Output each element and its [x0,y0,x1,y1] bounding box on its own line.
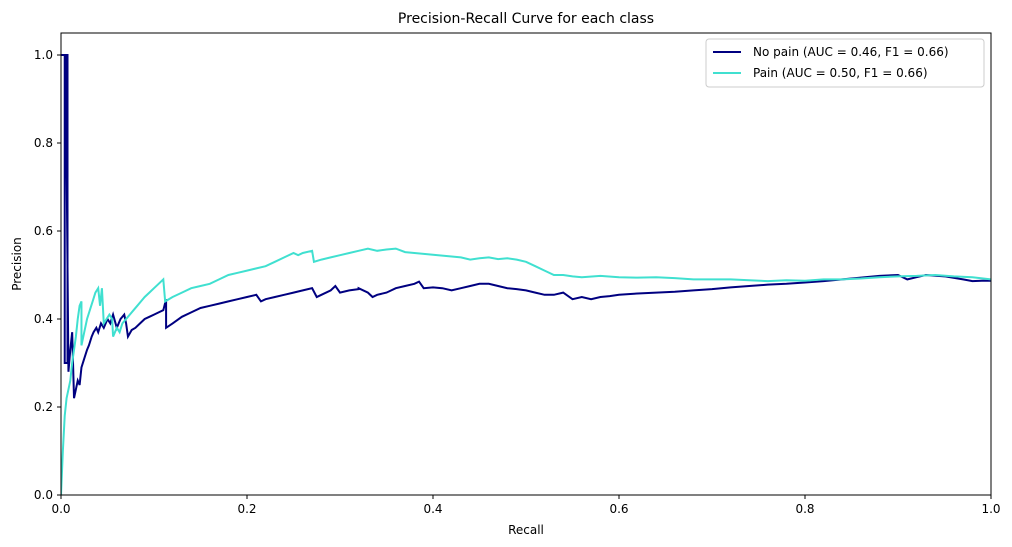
x-tick-label: 0.4 [423,502,442,516]
series-line-no-pain [61,54,991,399]
plot-frame [60,32,992,496]
series-layer [61,54,991,495]
x-tick-label: 1.0 [981,502,1000,516]
x-tick-label: 0.6 [609,502,628,516]
chart-title: Precision-Recall Curve for each class [398,11,654,27]
y-axis-ticks: 0.0 0.2 0.4 0.6 0.8 1.0 [34,48,61,502]
y-tick-label: 1.0 [34,48,53,62]
legend-label: No pain (AUC = 0.46, F1 = 0.66) [753,45,949,59]
x-axis-ticks: 0.0 0.2 0.4 0.6 0.8 1.0 [51,495,1001,516]
x-tick-label: 0.0 [51,502,70,516]
x-tick-label: 0.8 [795,502,814,516]
y-tick-label: 0.2 [34,400,53,414]
y-axis-label: Precision [10,237,24,291]
plot-area: 0.0 0.2 0.4 0.6 0.8 1.0 0.0 0.2 0.4 0.6 0.8 1.0 [34,32,1001,516]
x-tick-label: 0.2 [237,502,256,516]
legend-box [705,38,985,88]
legend: No pain (AUC = 0.46, F1 = 0.66) Pain (AUC… [705,38,985,88]
y-tick-label: 0.0 [34,488,53,502]
y-tick-label: 0.8 [34,136,53,150]
legend-label: Pain (AUC = 0.50, F1 = 0.66) [753,66,928,80]
x-axis-label: Recall [508,523,544,537]
y-tick-label: 0.6 [34,224,53,238]
y-tick-label: 0.4 [34,312,53,326]
series-line-pain [61,247,991,495]
